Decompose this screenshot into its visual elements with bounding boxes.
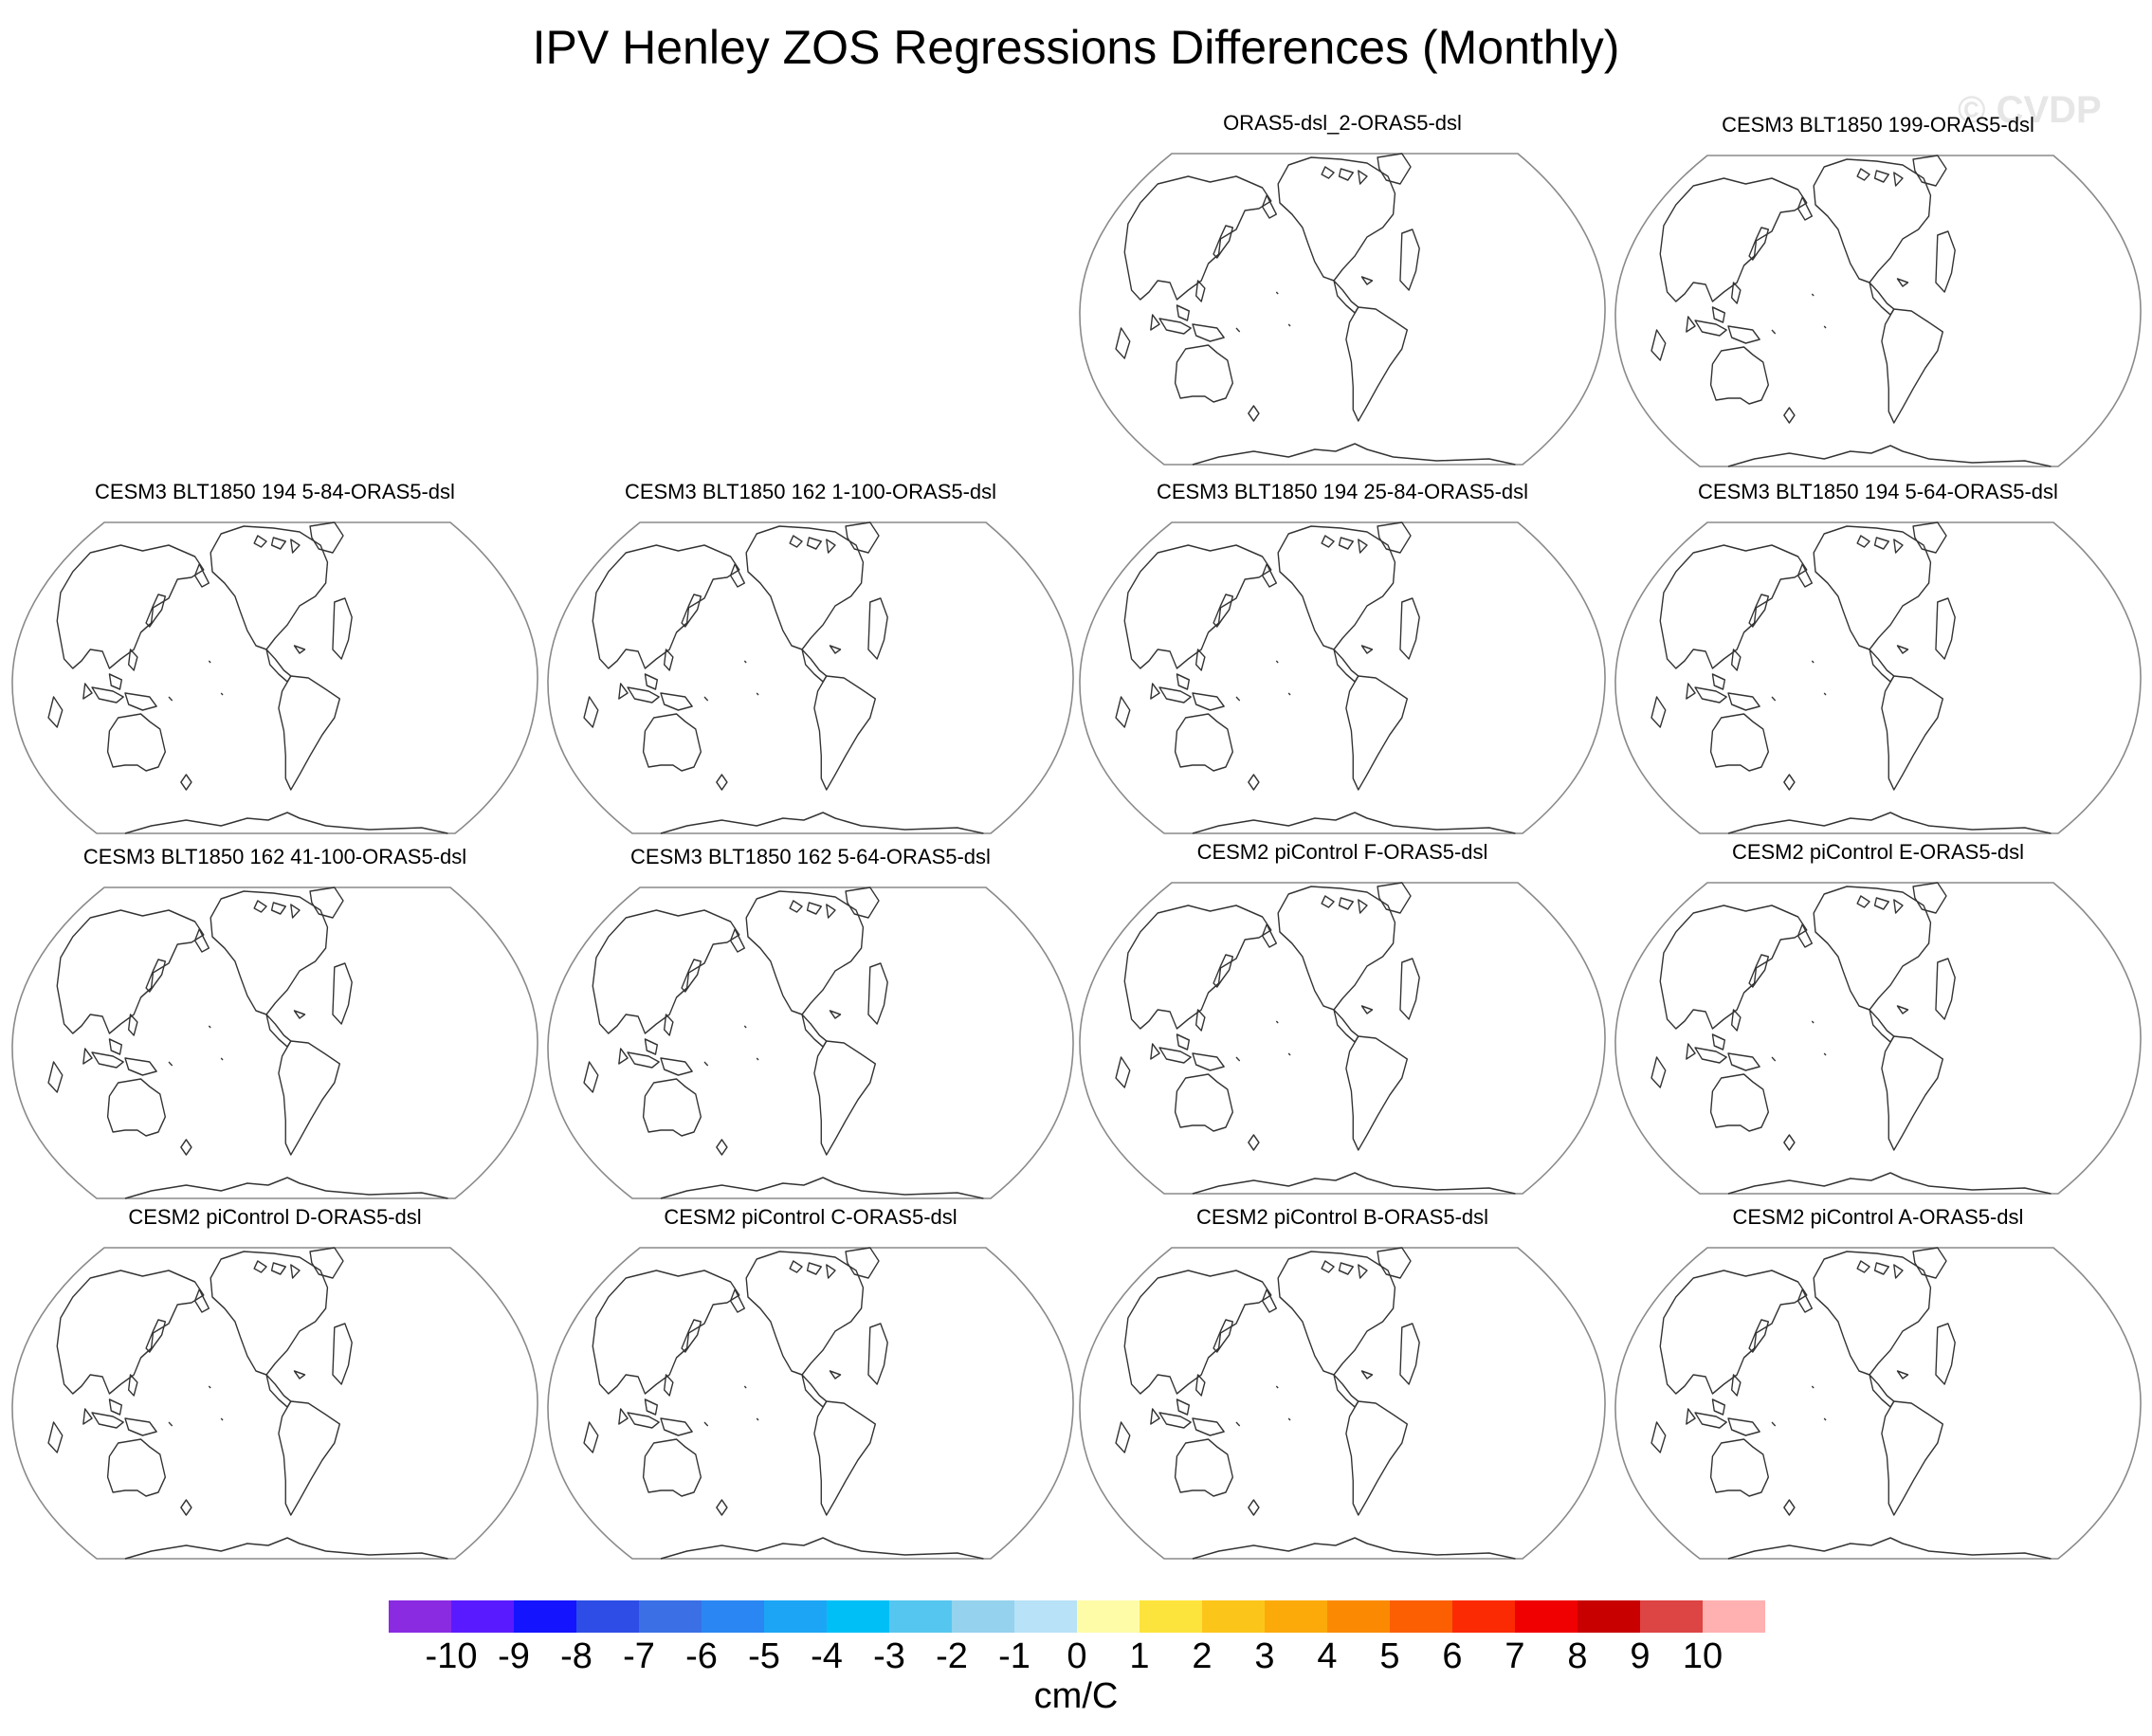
map-panel: CESM3 BLT1850 194 25-84-ORAS5-dsl xyxy=(1077,479,1608,849)
map-panel: CESM2 piControl F-ORAS5-dsl xyxy=(1077,839,1608,1209)
world-map xyxy=(1614,882,2142,1195)
colorbar-labels: -10 -9 -8 -7 -6 -5 -4 -3 -2 -1 0 1 2 3 4… xyxy=(0,1633,2152,1680)
colorbar-swatch xyxy=(1390,1600,1453,1633)
colorbar-tick-label: -2 xyxy=(936,1636,968,1676)
world-map xyxy=(1614,155,2142,467)
world-map xyxy=(1079,521,1606,834)
colorbar-swatch xyxy=(1640,1600,1704,1633)
colorbar-swatch xyxy=(1578,1600,1641,1633)
panel-title: CESM3 BLT1850 199-ORAS5-dsl xyxy=(1722,113,2034,137)
map-panel: CESM3 BLT1850 162 1-100-ORAS5-dsl xyxy=(545,479,1076,849)
colorbar-swatch xyxy=(1140,1600,1203,1633)
watermark: © CVDP xyxy=(1958,89,2102,131)
colorbar-tick-label: 6 xyxy=(1442,1636,1463,1676)
panel-title: ORAS5-dsl_2-ORAS5-dsl xyxy=(1223,111,1462,135)
colorbar-swatch xyxy=(1703,1600,1765,1633)
world-map xyxy=(1614,521,2142,834)
panel-title: CESM3 BLT1850 162 5-64-ORAS5-dsl xyxy=(630,845,991,868)
map-panel: CESM3 BLT1850 194 5-64-ORAS5-dsl xyxy=(1613,479,2143,849)
colorbar-tick-label: 3 xyxy=(1254,1636,1275,1676)
colorbar-tick-label: 2 xyxy=(1192,1636,1213,1676)
colorbar-tick-label: 4 xyxy=(1317,1636,1338,1676)
map-panel: CESM2 piControl C-ORAS5-dsl xyxy=(545,1204,1076,1574)
colorbar-swatch xyxy=(1515,1600,1578,1633)
colorbar-swatch xyxy=(827,1600,890,1633)
panel-title: CESM3 BLT1850 162 41-100-ORAS5-dsl xyxy=(82,845,467,868)
map-panel: CESM2 piControl A-ORAS5-dsl xyxy=(1613,1204,2143,1574)
world-map xyxy=(1614,1247,2142,1560)
world-map xyxy=(547,886,1074,1199)
colorbar-swatch xyxy=(764,1600,828,1633)
map-panel: CESM2 piControl E-ORAS5-dsl xyxy=(1613,839,2143,1209)
colorbar-tick-label: -1 xyxy=(998,1636,1030,1676)
colorbar xyxy=(389,1600,1765,1633)
colorbar-swatch xyxy=(1265,1600,1328,1633)
colorbar-swatch xyxy=(514,1600,577,1633)
colorbar-tick-label: -9 xyxy=(498,1636,530,1676)
colorbar-tick-label: -3 xyxy=(873,1636,905,1676)
panel-title: CESM3 BLT1850 194 5-64-ORAS5-dsl xyxy=(1698,480,2058,503)
map-panel: CESM3 BLT1850 194 5-84-ORAS5-dsl xyxy=(9,479,540,849)
colorbar-swatch xyxy=(1014,1600,1078,1633)
map-panel: CESM3 BLT1850 162 41-100-ORAS5-dsl xyxy=(9,844,540,1214)
colorbar-units: cm/C xyxy=(1033,1676,1119,1716)
colorbar-tick-label: 7 xyxy=(1505,1636,1525,1676)
colorbar-tick-label: -4 xyxy=(811,1636,843,1676)
map-panel: CESM3 BLT1850 162 5-64-ORAS5-dsl xyxy=(545,844,1076,1214)
panel-title: CESM2 piControl F-ORAS5-dsl xyxy=(1196,840,1488,864)
colorbar-swatch xyxy=(889,1600,953,1633)
world-map xyxy=(11,521,538,834)
colorbar-swatch xyxy=(576,1600,640,1633)
colorbar-swatch xyxy=(451,1600,515,1633)
panel-title: CESM2 piControl D-ORAS5-dsl xyxy=(128,1205,422,1229)
colorbar-swatch xyxy=(1202,1600,1266,1633)
map-panel: CESM2 piControl D-ORAS5-dsl xyxy=(9,1204,540,1574)
world-map xyxy=(1079,882,1606,1195)
panel-title: CESM3 BLT1850 194 5-84-ORAS5-dsl xyxy=(95,480,455,503)
colorbar-swatch xyxy=(639,1600,702,1633)
colorbar-swatch xyxy=(1327,1600,1391,1633)
map-panel: CESM2 piControl B-ORAS5-dsl xyxy=(1077,1204,1608,1574)
colorbar-swatch xyxy=(702,1600,765,1633)
world-map xyxy=(1079,1247,1606,1560)
colorbar-tick-label: 10 xyxy=(1682,1636,1723,1676)
colorbar-tick-label: -7 xyxy=(623,1636,655,1676)
panel-title: CESM3 BLT1850 162 1-100-ORAS5-dsl xyxy=(624,480,997,503)
world-map xyxy=(547,521,1074,834)
world-map xyxy=(11,1247,538,1560)
map-panel: CESM3 BLT1850 199-ORAS5-dsl xyxy=(1613,112,2143,482)
panel-title: CESM2 piControl E-ORAS5-dsl xyxy=(1731,840,2025,864)
world-map xyxy=(1079,153,1606,466)
panel-title: CESM2 piControl C-ORAS5-dsl xyxy=(664,1205,957,1229)
world-map xyxy=(11,886,538,1199)
colorbar-tick-label: -5 xyxy=(748,1636,780,1676)
colorbar-swatch xyxy=(1077,1600,1140,1633)
panel-title: CESM2 piControl B-ORAS5-dsl xyxy=(1195,1205,1489,1229)
colorbar-tick-label: 1 xyxy=(1129,1636,1150,1676)
map-panel: ORAS5-dsl_2-ORAS5-dsl xyxy=(1077,110,1608,480)
colorbar-tick-label: -6 xyxy=(685,1636,718,1676)
colorbar-swatch xyxy=(389,1600,452,1633)
colorbar-swatch xyxy=(1452,1600,1516,1633)
panel-title: CESM3 BLT1850 194 25-84-ORAS5-dsl xyxy=(1156,480,1529,503)
colorbar-tick-label: -8 xyxy=(560,1636,593,1676)
colorbar-tick-label: 8 xyxy=(1567,1636,1588,1676)
colorbar-swatch xyxy=(952,1600,1015,1633)
colorbar-tick-label: -10 xyxy=(425,1636,478,1676)
panel-title: CESM2 piControl A-ORAS5-dsl xyxy=(1732,1205,2024,1229)
colorbar-tick-label: 0 xyxy=(1067,1636,1087,1676)
world-map xyxy=(547,1247,1074,1560)
colorbar-tick-label: 5 xyxy=(1379,1636,1400,1676)
page-title: IPV Henley ZOS Regressions Differences (… xyxy=(532,21,1620,74)
colorbar-tick-label: 9 xyxy=(1630,1636,1650,1676)
